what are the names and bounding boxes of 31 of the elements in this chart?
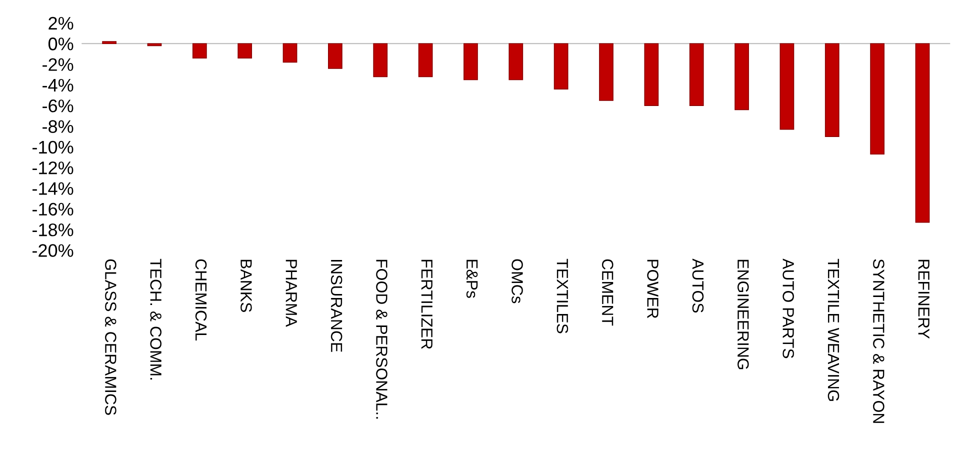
y-tick-label: -18% — [32, 223, 74, 236]
y-tick-label: 0% — [48, 38, 74, 50]
x-tick-label: FOOD & PERSONAL.. — [376, 260, 388, 419]
x-tick-label: PHARMA — [286, 260, 297, 327]
x-tick-label: E&Ps — [466, 260, 478, 298]
x-tick-label: INSURANCE — [330, 260, 342, 352]
x-tick-label: TEXTILE WEAVING — [828, 258, 840, 401]
y-tick-label: -8% — [42, 120, 74, 133]
x-tick-label: ENGINEERING — [737, 260, 749, 370]
y-tick-label: -20% — [32, 244, 74, 257]
x-tick-label: AUTO PARTS — [782, 258, 794, 358]
x-tick-label: POWER — [647, 260, 658, 318]
y-tick-label: -10% — [32, 140, 74, 154]
y-tick-label: -2% — [42, 58, 74, 71]
x-tick-label: REFINERY — [918, 260, 930, 339]
x-tick-label: CEMENT — [602, 259, 614, 326]
y-tick-label: -4% — [42, 78, 74, 92]
x-tick-label: BANKS — [240, 260, 252, 312]
y-tick-label: -12% — [32, 162, 74, 174]
y-tick-label: -6% — [42, 100, 74, 112]
x-tick-label: FERTILIZER — [421, 260, 432, 349]
x-tick-label: CHEMICAL — [195, 259, 207, 341]
x-tick-label: SYNTHETIC & RAYON — [873, 259, 884, 423]
y-tick-label: 2% — [48, 16, 74, 30]
x-tick-label: OMCs — [512, 259, 523, 304]
x-tick-label: AUTOS — [692, 258, 704, 313]
y-tick-label: -14% — [32, 182, 74, 195]
x-tick-label: TECH. & COMM. — [150, 258, 162, 380]
x-tick-label: TEXTILES — [556, 258, 568, 334]
y-tick-label: -16% — [32, 202, 74, 216]
x-tick-label: GLASS & CERAMICS — [105, 259, 116, 415]
